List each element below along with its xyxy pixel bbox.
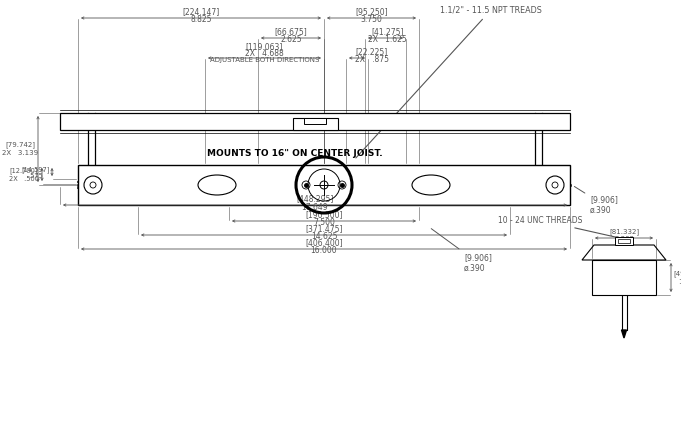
Polygon shape — [535, 185, 542, 193]
Bar — [618, 239, 630, 243]
Text: 2X   4.688: 2X 4.688 — [245, 48, 284, 57]
Text: 17.649: 17.649 — [302, 202, 328, 211]
Bar — [293, 118, 338, 130]
Text: [448.295]: [448.295] — [296, 194, 334, 203]
Text: [49.181]: [49.181] — [673, 270, 681, 277]
Text: [79.742]: [79.742] — [5, 142, 35, 149]
Text: 2X   .875: 2X .875 — [355, 54, 389, 63]
Text: 10 - 24 UNC THREADS: 10 - 24 UNC THREADS — [498, 216, 631, 241]
Text: [119.063]: [119.063] — [246, 42, 283, 51]
Text: 14.625: 14.625 — [311, 232, 337, 241]
Bar — [592, 260, 656, 295]
Text: MOUNTS TO 16" ON CENTER JOIST.: MOUNTS TO 16" ON CENTER JOIST. — [207, 149, 383, 158]
Text: 2X   3.139: 2X 3.139 — [2, 150, 38, 156]
Text: .575: .575 — [29, 173, 44, 179]
Bar — [304, 118, 326, 124]
Bar — [615, 237, 633, 245]
Text: [14.597]: [14.597] — [22, 166, 50, 173]
Text: 1.1/2" - 11.5 NPT TREADS: 1.1/2" - 11.5 NPT TREADS — [356, 6, 542, 158]
Bar — [78, 165, 570, 205]
Text: [224.147]: [224.147] — [183, 8, 220, 17]
Text: [41.275]: [41.275] — [371, 27, 404, 36]
Text: [9.906]
ø.390: [9.906] ø.390 — [574, 187, 618, 215]
Text: [9.906]
ø.390: [9.906] ø.390 — [431, 229, 492, 272]
Text: 8.825: 8.825 — [190, 15, 212, 24]
Text: 2X   .500: 2X .500 — [9, 176, 39, 182]
Text: [190.500]: [190.500] — [305, 211, 343, 220]
Text: 2.625: 2.625 — [280, 35, 302, 44]
Text: 2X   1.625: 2X 1.625 — [368, 35, 407, 44]
Text: 3.202: 3.202 — [614, 236, 634, 242]
Text: 1.936: 1.936 — [678, 279, 681, 285]
Text: 3.750: 3.750 — [360, 15, 383, 24]
Text: 16.000: 16.000 — [311, 246, 337, 255]
Text: [406.400]: [406.400] — [305, 238, 343, 247]
Text: 7.500: 7.500 — [313, 217, 335, 226]
Polygon shape — [88, 185, 95, 193]
Text: [371.475]: [371.475] — [305, 225, 343, 234]
Text: [95.250]: [95.250] — [355, 8, 387, 17]
Polygon shape — [622, 330, 627, 338]
Text: [12.700]: [12.700] — [10, 168, 38, 174]
Bar — [60, 113, 570, 130]
Text: [66.675]: [66.675] — [274, 27, 307, 36]
Text: [22.225]: [22.225] — [356, 48, 388, 56]
Text: [81.332]: [81.332] — [609, 229, 639, 235]
Text: ADJUSTABLE BOTH DIRECTIONS: ADJUSTABLE BOTH DIRECTIONS — [210, 57, 319, 63]
